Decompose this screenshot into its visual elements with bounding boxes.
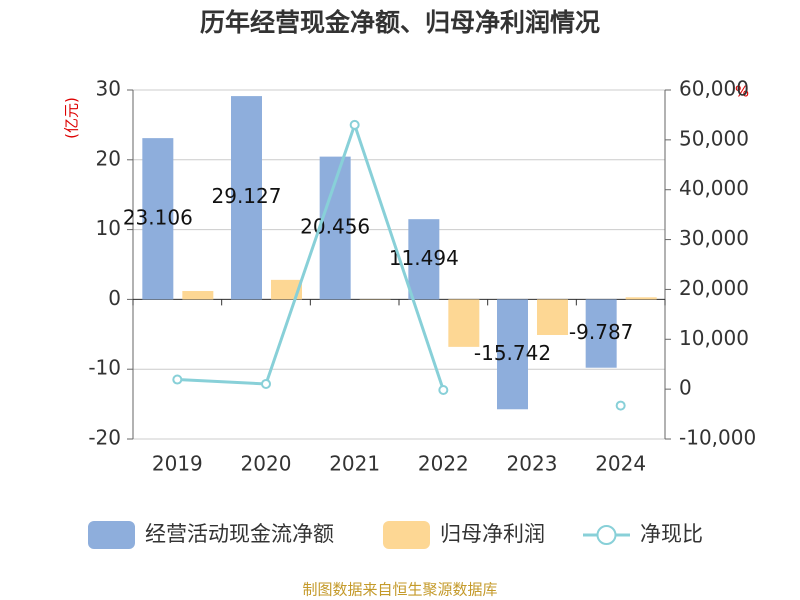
bar	[497, 299, 528, 410]
bar	[408, 219, 440, 300]
line-point	[172, 374, 183, 385]
x-tick-label: 2019	[152, 452, 203, 476]
legend-swatch	[596, 525, 617, 545]
y2-tick-label: 20,000	[679, 276, 749, 300]
bar	[231, 96, 262, 300]
y-tick-label: 20	[96, 146, 121, 170]
legend-label: 净现比	[640, 522, 703, 546]
line-point	[615, 400, 626, 411]
bar	[537, 299, 568, 335]
bar	[182, 291, 214, 300]
data-label: -9.787	[569, 320, 633, 344]
x-tick-label: 2022	[418, 452, 469, 476]
legend-label: 经营活动现金流净额	[145, 522, 334, 546]
y2-tick-label: 0	[679, 376, 692, 400]
y2-tick-label: 50,000	[679, 126, 749, 150]
y2-tick-label: 30,000	[679, 226, 749, 250]
y-tick-label: 30	[96, 77, 121, 101]
data-label: 20.456	[300, 215, 370, 239]
y-tick-label: -20	[88, 426, 121, 450]
y2-tick-label: 60,000	[679, 77, 749, 101]
y2-tick-label: 40,000	[679, 176, 749, 200]
bar	[585, 299, 617, 368]
x-tick-label: 2020	[241, 452, 292, 476]
legend-swatch	[88, 521, 135, 549]
source-note: 制图数据来自恒生聚源数据库	[302, 581, 497, 599]
y2-axis-label: %	[735, 83, 749, 101]
bar	[625, 297, 657, 300]
y2-tick-label: 10,000	[679, 326, 749, 350]
line-point	[438, 384, 449, 395]
y-tick-label: -10	[88, 356, 121, 380]
data-label: -15.742	[474, 341, 551, 365]
legend-swatch	[383, 521, 430, 549]
chart-title: 历年经营现金净额、归母净利润情况	[200, 8, 600, 37]
y2-tick-label: -10,000	[679, 426, 756, 450]
line	[177, 120, 445, 391]
x-tick-label: 2021	[329, 452, 380, 476]
line-point	[261, 378, 271, 389]
y-axis-label: (亿元)	[63, 97, 81, 139]
data-label: 23.106	[123, 205, 193, 229]
x-tick-label: 2023	[507, 452, 558, 476]
bar	[271, 279, 302, 300]
bar	[448, 299, 480, 347]
legend-label: 归母净利润	[440, 522, 545, 546]
line-point	[349, 119, 360, 130]
y-tick-label: 10	[96, 216, 121, 240]
bar	[142, 138, 174, 300]
y-tick-label: 0	[108, 286, 121, 310]
data-label: 29.127	[212, 184, 282, 208]
x-tick-label: 2024	[595, 452, 646, 476]
